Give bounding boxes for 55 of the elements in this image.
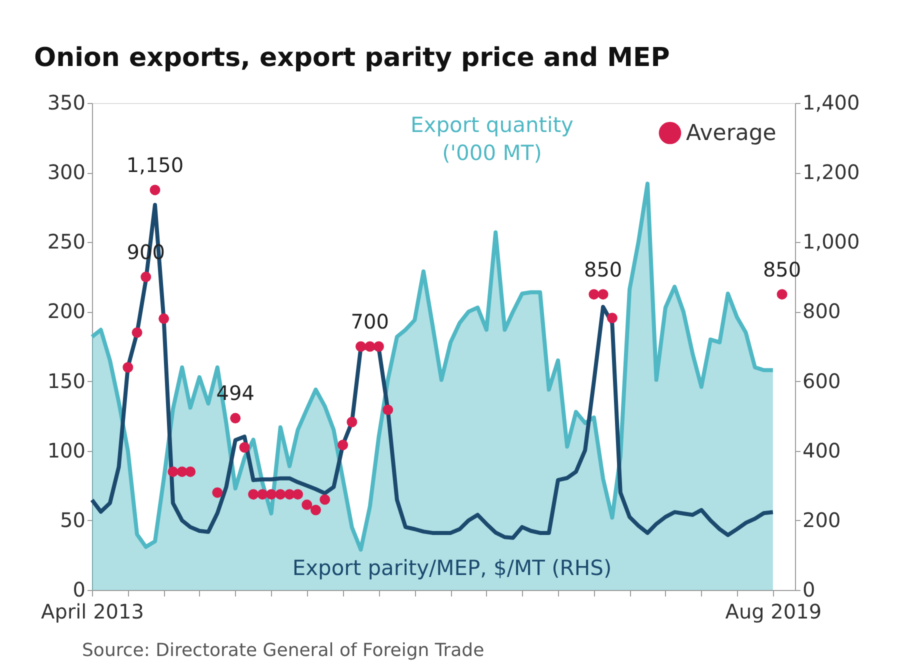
point: [185, 466, 196, 477]
point: [320, 494, 330, 505]
point: [382, 404, 394, 416]
y2-tick-label: 800: [802, 299, 841, 324]
y-tick-label: 150: [47, 368, 86, 393]
point: [150, 184, 160, 196]
point: [266, 489, 277, 500]
point: [310, 504, 321, 516]
y2-tick-label: 1,000: [802, 230, 860, 254]
data-label: 700: [350, 310, 389, 334]
y-tick-label: 300: [47, 160, 86, 184]
data-label: 1,150: [126, 152, 184, 177]
y-tick-label: 200: [47, 299, 86, 324]
point: [606, 312, 618, 324]
point: [338, 440, 348, 450]
point: [158, 313, 170, 324]
y2-tick-label: 0: [802, 578, 816, 602]
point: [212, 487, 223, 498]
y-tick-label: 100: [47, 438, 86, 462]
chart-title: Onion exports, export parity price and MEP: [34, 43, 670, 73]
point: [168, 466, 178, 477]
y2-tick-label: 200: [802, 508, 841, 532]
point: [230, 412, 241, 424]
point: [373, 341, 384, 352]
point: [132, 327, 142, 338]
point: [776, 289, 788, 300]
text: Export quantity ('000 MT): [410, 113, 574, 165]
y-tick-label: 250: [47, 230, 86, 254]
point: [275, 489, 286, 500]
point: [588, 289, 600, 300]
x-tick-label: April 2013: [41, 600, 144, 624]
x-tick-label: Aug 2019: [725, 600, 822, 624]
point: [364, 341, 376, 352]
y-tick-label: 50: [60, 508, 86, 532]
point: [257, 489, 268, 500]
point: [356, 341, 366, 352]
y2-tick-label: 1,200: [802, 160, 860, 184]
series-label: Export parity/MEP, $/MT (RHS): [292, 556, 612, 580]
y2-tick-label: 600: [802, 368, 841, 393]
data-label: 850: [762, 257, 802, 282]
point: [346, 416, 358, 428]
point: [598, 289, 608, 300]
point: [292, 489, 304, 500]
y2-tick-label: 400: [802, 438, 841, 462]
data-label: 850: [584, 257, 622, 282]
point: [239, 442, 250, 453]
y-tick-label: 0: [72, 578, 86, 602]
source-note: Source: Directorate General of Foreign Trade: [82, 640, 484, 661]
point: [248, 489, 259, 500]
y-tick-label: 350: [47, 90, 86, 114]
point: [122, 362, 134, 373]
y2-tick-label: 1,400: [802, 90, 860, 114]
legend-label: Average: [686, 121, 776, 146]
point: [140, 272, 152, 282]
point: [302, 500, 312, 510]
